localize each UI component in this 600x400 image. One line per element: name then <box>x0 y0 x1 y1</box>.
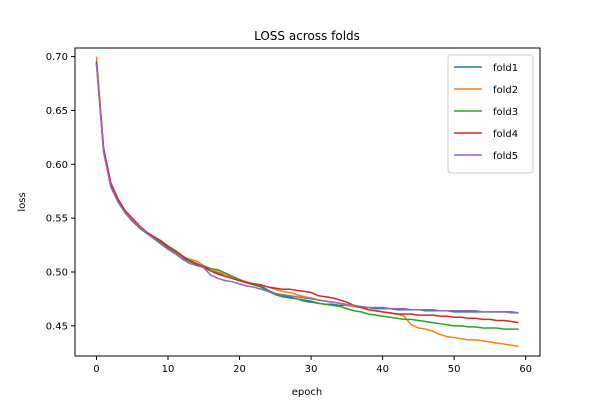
y-tick-label: 0.65 <box>46 106 68 117</box>
legend-label-fold4: fold4 <box>493 129 518 140</box>
x-tick-label: 50 <box>448 364 461 375</box>
series-layer <box>95 56 519 348</box>
legend-frame <box>447 54 534 174</box>
legend-label-fold3: fold3 <box>493 107 518 118</box>
x-tick-label: 40 <box>376 364 389 375</box>
y-tick-label: 0.55 <box>46 214 68 225</box>
legend: fold1 fold2 fold3 fold4 fold5 <box>447 54 534 174</box>
x-tick-label: 60 <box>519 364 532 375</box>
y-tick-label: 0.60 <box>46 160 68 171</box>
x-tick-label: 30 <box>305 364 318 375</box>
y-axis: 0.45 0.50 0.55 0.60 0.65 0.70 <box>46 52 75 332</box>
x-axis-label: epoch <box>292 387 322 398</box>
series-line-fold3 <box>95 60 519 330</box>
plot-frame <box>74 47 541 357</box>
legend-label-fold1: fold1 <box>493 63 518 74</box>
x-axis: 0 10 20 30 40 50 60 <box>93 356 532 375</box>
x-tick-label: 0 <box>93 364 99 375</box>
y-tick-label: 0.70 <box>46 52 68 63</box>
x-tick-label: 10 <box>162 364 175 375</box>
chart-title: LOSS across folds <box>254 29 360 43</box>
x-tick-label: 20 <box>233 364 246 375</box>
legend-label-fold2: fold2 <box>493 85 518 96</box>
y-tick-label: 0.45 <box>46 321 68 332</box>
series-line-fold5 <box>95 64 519 314</box>
legend-label-fold5: fold5 <box>493 151 518 162</box>
y-tick-label: 0.50 <box>46 268 68 279</box>
y-axis-label: loss <box>17 192 28 211</box>
series-line-fold4 <box>95 63 519 324</box>
